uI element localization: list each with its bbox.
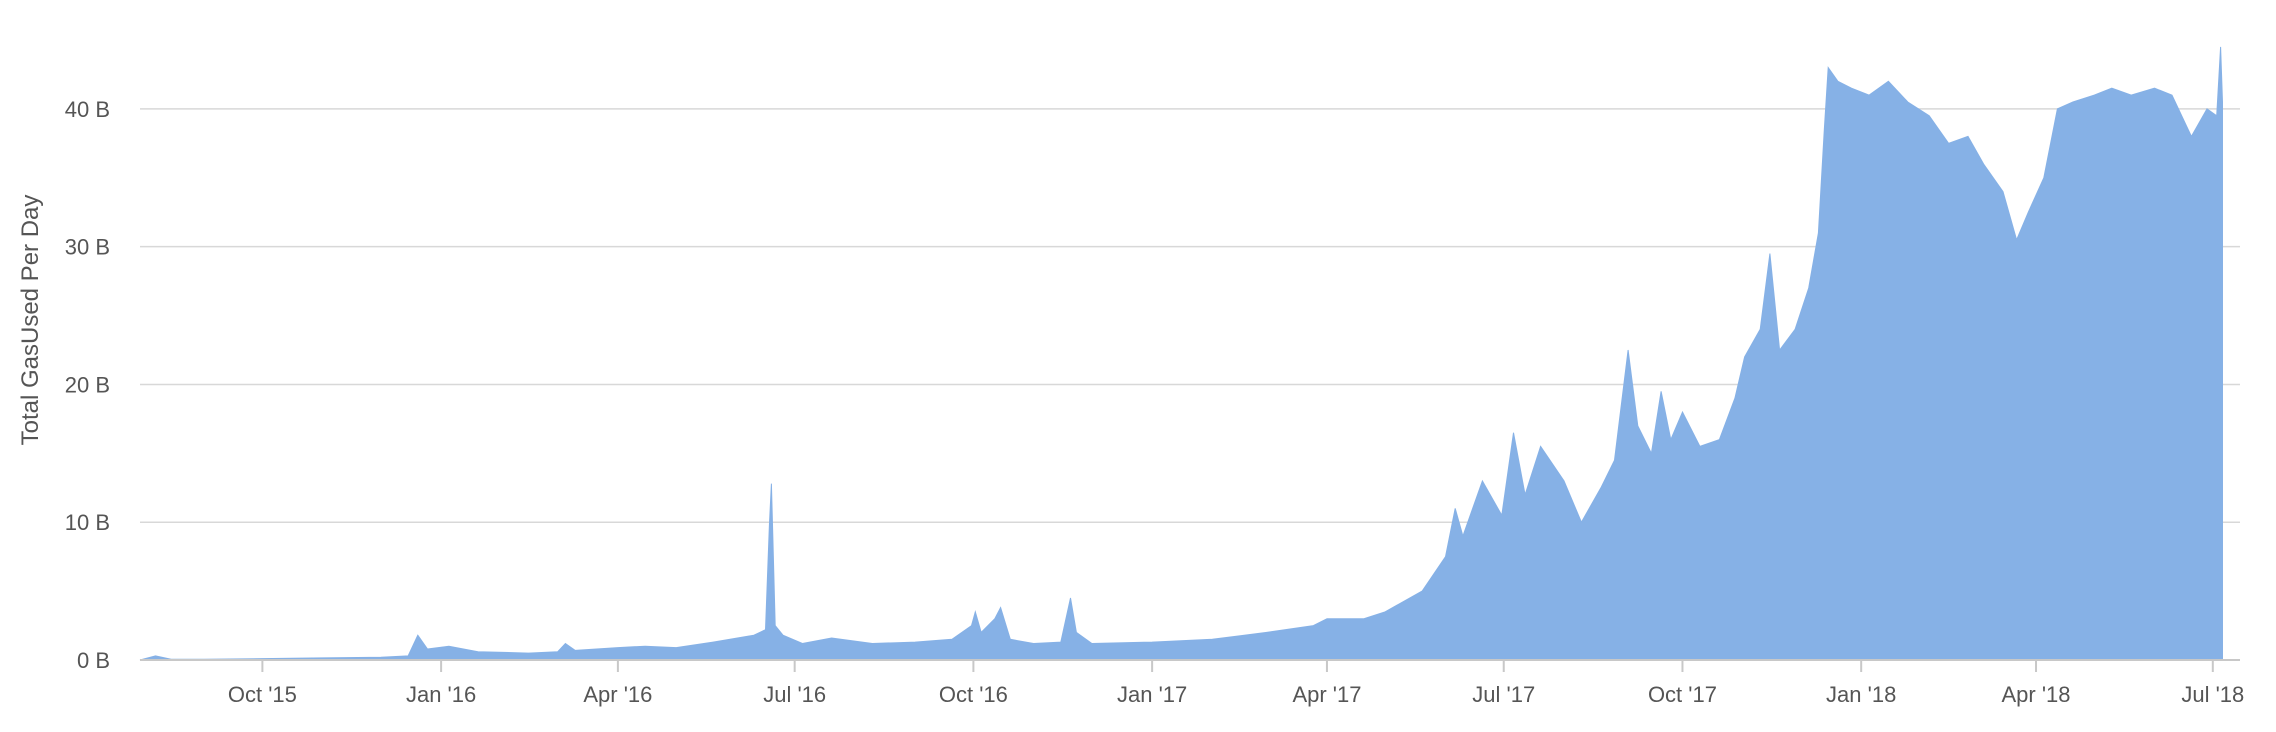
axes: 0 B 10 B 20 B 30 B 40 B Oct '15 Jan '16 Apr '16…: [65, 97, 2245, 707]
x-tick-label: Oct '15: [228, 682, 297, 707]
x-tick-label: Jul '17: [1472, 682, 1535, 707]
y-tick-label: 10 B: [65, 510, 110, 535]
x-tick-label: Jan '17: [1117, 682, 1187, 707]
y-tick-label: 20 B: [65, 372, 110, 397]
y-tick-label: 0 B: [77, 648, 110, 673]
series-area: [139, 46, 2223, 661]
x-tick-label: Jul '16: [763, 682, 826, 707]
x-tick-label: Apr '17: [1292, 682, 1361, 707]
x-tick-label: Oct '17: [1648, 682, 1717, 707]
x-tick-label: Jan '16: [406, 682, 476, 707]
y-axis-title: Total GasUsed Per Day: [17, 195, 44, 446]
series-area-path: [139, 46, 2223, 661]
x-tick-label: Jan '18: [1826, 682, 1896, 707]
y-tick-label: 40 B: [65, 97, 110, 122]
x-tick-label: Jul '18: [2181, 682, 2244, 707]
y-tick-label: 30 B: [65, 235, 110, 260]
x-tick-label: Apr '16: [583, 682, 652, 707]
x-tick-label: Apr '18: [2002, 682, 2071, 707]
x-tick-label: Oct '16: [939, 682, 1008, 707]
